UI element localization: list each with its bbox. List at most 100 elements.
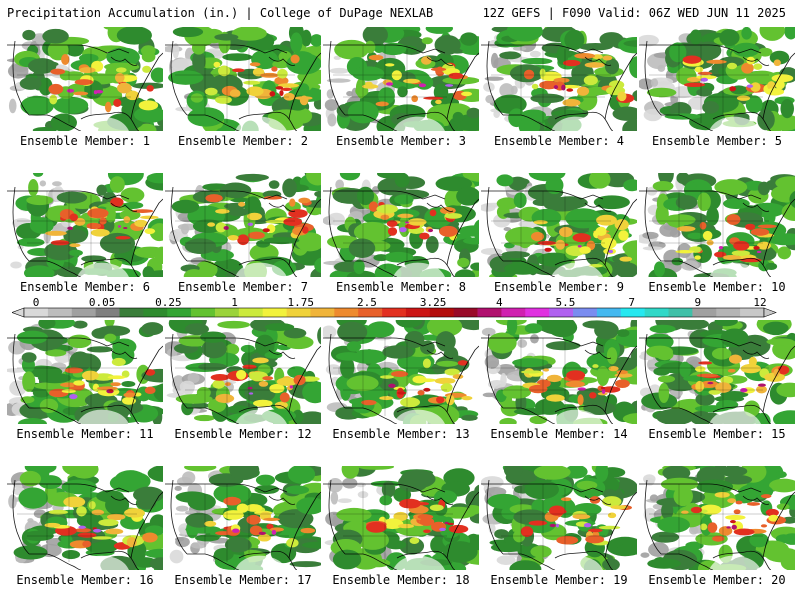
precip-map bbox=[7, 466, 163, 570]
ensemble-map-panel bbox=[7, 27, 163, 131]
ensemble-map-panel bbox=[639, 466, 795, 570]
colorbar-segment bbox=[549, 308, 574, 317]
gulf-coast bbox=[712, 257, 772, 277]
ensemble-map-panel bbox=[323, 27, 479, 131]
gulf-of-mexico bbox=[709, 116, 761, 131]
us-mexico-border bbox=[345, 114, 398, 131]
precip-moderate bbox=[657, 516, 690, 533]
precip-moderate bbox=[19, 77, 42, 90]
gulf-of-mexico bbox=[551, 262, 603, 277]
precip-moderate bbox=[715, 466, 727, 474]
precip-heavy bbox=[757, 224, 777, 229]
precip-heavy bbox=[444, 212, 463, 219]
precip-heavy bbox=[223, 510, 244, 520]
precip-heavy bbox=[714, 491, 730, 498]
precip-heavy bbox=[131, 209, 154, 213]
precip-extreme bbox=[67, 226, 74, 230]
precip-map bbox=[639, 173, 795, 277]
precip-moderate bbox=[578, 43, 613, 51]
us-east-coast bbox=[762, 491, 795, 559]
colorbar-segment bbox=[740, 308, 765, 317]
us-east-coast bbox=[762, 345, 795, 413]
precip-heavy bbox=[215, 393, 235, 403]
precip-extreme bbox=[93, 90, 98, 95]
precip-moderate bbox=[758, 47, 773, 57]
precip-moderate bbox=[719, 29, 740, 47]
precip-heavy bbox=[397, 523, 415, 529]
precip-heavy bbox=[619, 256, 633, 262]
state-lines-2 bbox=[649, 74, 769, 98]
precip-moderate bbox=[301, 541, 321, 549]
precip-moderate bbox=[499, 51, 521, 60]
precip-moderate bbox=[104, 62, 140, 72]
precip-moderate bbox=[23, 265, 55, 277]
precip-moderate bbox=[183, 269, 205, 277]
precip-map bbox=[7, 27, 163, 131]
precip-heavy bbox=[288, 209, 308, 218]
precip-heavy bbox=[419, 517, 435, 526]
precip-heavy bbox=[113, 98, 122, 107]
colorbar-segment bbox=[525, 308, 550, 317]
gulf-of-mexico bbox=[235, 116, 287, 131]
colorbar-left-arrow bbox=[12, 307, 25, 318]
precip-heavy bbox=[733, 240, 750, 251]
ensemble-member-label: Ensemble Member: 10 bbox=[648, 280, 786, 294]
precip-moderate bbox=[364, 40, 376, 54]
ensemble-member-label: Ensemble Member: 7 bbox=[177, 280, 309, 294]
precip-moderate bbox=[171, 199, 200, 214]
precip-heavy bbox=[560, 497, 572, 502]
precip-moderate bbox=[21, 352, 37, 363]
precip-moderate bbox=[184, 238, 217, 254]
precip-light bbox=[52, 181, 62, 187]
precip-moderate bbox=[622, 413, 637, 424]
precip-heavy bbox=[232, 68, 245, 73]
precip-extreme bbox=[608, 249, 614, 254]
precip-heavy bbox=[74, 79, 94, 86]
precip-moderate bbox=[378, 87, 395, 105]
precip-moderate bbox=[564, 466, 588, 479]
gulf-coast bbox=[396, 257, 456, 277]
precip-heavy bbox=[274, 401, 288, 409]
precip-heavy bbox=[577, 394, 584, 406]
precip-heavy bbox=[579, 246, 591, 254]
precip-heavy bbox=[452, 374, 464, 380]
precip-heavy bbox=[98, 519, 119, 527]
precip-moderate bbox=[765, 262, 778, 271]
colorbar-segment bbox=[95, 308, 120, 317]
precip-moderate bbox=[348, 238, 376, 259]
us-east-coast bbox=[762, 52, 795, 120]
precip-light bbox=[324, 99, 339, 111]
precip-moderate bbox=[336, 507, 372, 522]
precip-heavy bbox=[381, 518, 404, 530]
precip-heavy bbox=[735, 500, 743, 505]
colorbar-segment bbox=[214, 308, 240, 317]
precip-heavy bbox=[559, 226, 573, 238]
us-canada-border bbox=[481, 44, 604, 54]
gulf-coast bbox=[238, 404, 298, 424]
precip-moderate bbox=[545, 341, 581, 351]
colorbar-tick-label: 1 bbox=[231, 297, 238, 309]
precip-moderate bbox=[198, 363, 227, 371]
precip-moderate bbox=[379, 495, 393, 506]
precip-moderate bbox=[104, 320, 115, 328]
precip-heavy bbox=[676, 226, 696, 232]
precip-extreme bbox=[397, 391, 406, 395]
precip-moderate bbox=[656, 193, 669, 214]
precip-moderate bbox=[283, 327, 307, 339]
precip-heavy bbox=[618, 230, 629, 241]
us-west-coast bbox=[486, 333, 504, 409]
precip-moderate bbox=[745, 95, 763, 114]
precip-moderate bbox=[695, 41, 722, 60]
state-lines-2 bbox=[175, 513, 295, 537]
precip-moderate bbox=[339, 173, 361, 181]
precip-light bbox=[187, 372, 200, 384]
precip-extreme bbox=[730, 520, 736, 524]
colorbar-tick-label: 3.25 bbox=[420, 297, 447, 309]
precip-moderate bbox=[606, 347, 618, 365]
gulf-coast bbox=[712, 111, 772, 131]
us-mexico-border bbox=[187, 114, 240, 131]
precip-moderate bbox=[306, 173, 321, 186]
us-canada-border bbox=[323, 190, 446, 200]
gulf-of-mexico bbox=[235, 262, 287, 277]
great-lakes bbox=[268, 349, 296, 359]
